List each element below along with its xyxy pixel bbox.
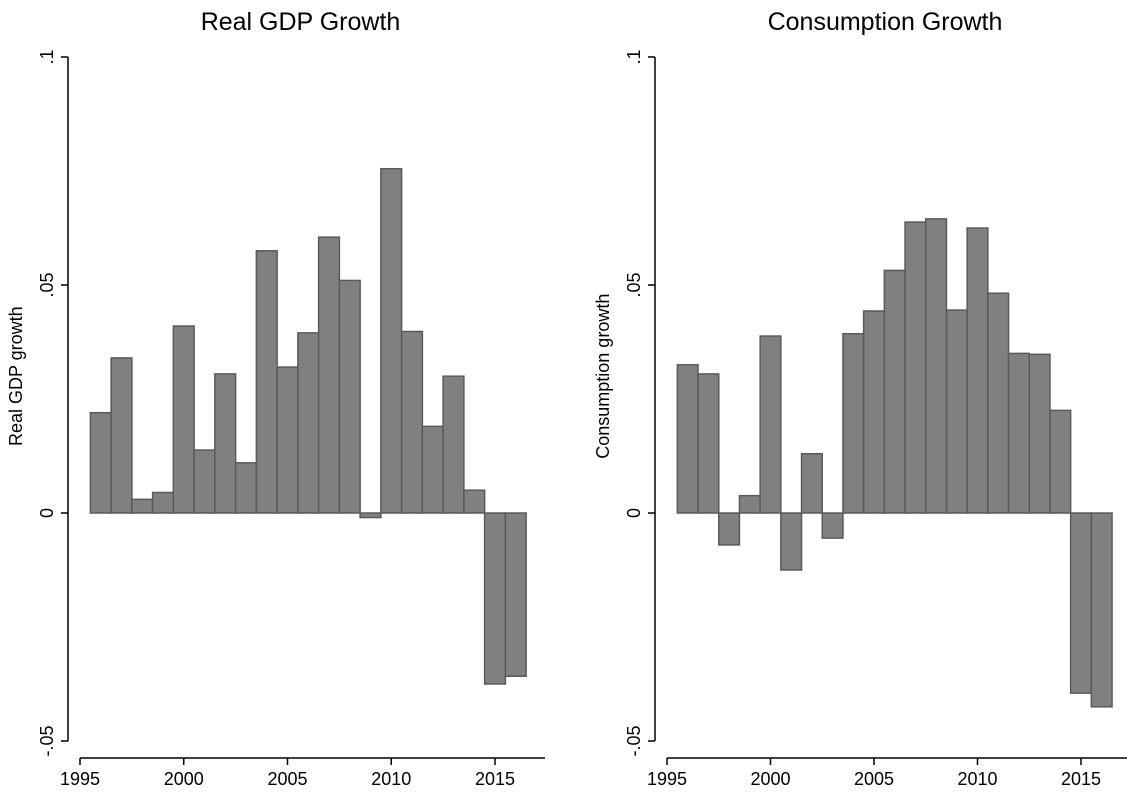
consumption-bar-2009	[945, 309, 968, 514]
gdp-y-tick-label: .05	[37, 272, 57, 297]
gdp-axes	[67, 57, 545, 759]
consumption-x-tick-label: 2010	[957, 769, 997, 789]
gdp-chart-title: Real GDP Growth	[201, 8, 401, 36]
gdp-x-tick-label: 2005	[267, 769, 307, 789]
gdp-bar-1996	[89, 411, 112, 514]
consumption-bar-1998	[718, 512, 741, 546]
consumption-y-tick-label: .1	[624, 49, 644, 64]
gdp-bar-2016	[504, 512, 527, 677]
gdp-y-tick-label: 0	[37, 508, 57, 518]
consumption-bar-2002	[800, 452, 823, 514]
consumption-x-tick-label: 2015	[1061, 769, 1101, 789]
gdp-bar-2011	[400, 330, 424, 514]
consumption-bar-2008	[925, 218, 948, 514]
gdp-y-ticks: -.05 0 .05 .1	[37, 49, 68, 757]
consumption-bar-2014	[1049, 409, 1072, 514]
gdp-bar-2005	[276, 366, 299, 514]
gdp-bar-2015	[483, 512, 507, 685]
consumption-bar-2003	[821, 512, 844, 539]
consumption-y-ticks: -.05 0 .05 .1	[624, 49, 655, 757]
gdp-bars	[89, 167, 527, 685]
gdp-bar-2008	[338, 279, 361, 514]
gdp-bar-2001	[193, 449, 216, 514]
gdp-bar-1998	[131, 498, 154, 514]
gdp-y-axis-label: Real GDP growth	[6, 306, 26, 446]
gdp-bar-2004	[255, 250, 278, 514]
consumption-bar-2016	[1090, 512, 1113, 708]
gdp-bar-2000	[172, 325, 195, 514]
gdp-growth-panel: Real GDP Growth Real GDP growth -.05 0 .05…	[6, 8, 545, 789]
gdp-y-tick-label: -.05	[37, 725, 57, 756]
consumption-x-tick-label: 2000	[750, 769, 790, 789]
gdp-bar-2013	[442, 375, 465, 514]
consumption-bar-2011	[987, 292, 1010, 514]
consumption-bar-1997	[697, 373, 720, 514]
consumption-bar-1996	[676, 364, 699, 514]
consumption-x-tick-label: 1995	[647, 769, 687, 789]
gdp-bar-1997	[110, 357, 133, 514]
consumption-x-ticks: 1995 2000 2005 2010 2015	[647, 758, 1101, 789]
gdp-bar-1999	[151, 491, 175, 514]
consumption-bar-2007	[904, 221, 927, 514]
gdp-bar-2014	[463, 489, 486, 514]
consumption-growth-panel: Consumption Growth Consumption growth -.…	[593, 8, 1127, 789]
consumption-y-tick-label: .05	[624, 272, 644, 297]
consumption-bar-2000	[759, 335, 782, 514]
consumption-axes	[654, 57, 1127, 759]
consumption-x-tick-label: 2005	[854, 769, 894, 789]
consumption-y-tick-label: -.05	[624, 725, 644, 756]
consumption-bar-1999	[738, 494, 761, 514]
consumption-bar-2001	[780, 512, 803, 571]
gdp-y-tick-label: .1	[37, 49, 57, 64]
consumption-bar-2006	[883, 269, 906, 514]
gdp-bar-2007	[317, 236, 341, 514]
gdp-bar-2003	[234, 462, 258, 514]
gdp-bar-2006	[297, 332, 320, 514]
gdp-x-tick-label: 2010	[371, 769, 411, 789]
gdp-x-ticks: 1995 2000 2005 2010 2015	[60, 758, 515, 789]
gdp-x-tick-label: 1995	[60, 769, 100, 789]
consumption-bar-2013	[1028, 353, 1051, 514]
gdp-bar-2009	[359, 512, 382, 519]
consumption-bar-2015	[1069, 512, 1093, 694]
consumption-y-tick-label: 0	[624, 508, 644, 518]
gdp-x-tick-label: 2000	[164, 769, 204, 789]
gdp-bar-2010	[380, 167, 403, 514]
gdp-x-tick-label: 2015	[475, 769, 515, 789]
consumption-bar-2004	[842, 333, 865, 514]
gdp-bar-2012	[421, 425, 444, 514]
consumption-chart-title: Consumption Growth	[768, 8, 1003, 36]
consumption-bar-2012	[1007, 352, 1030, 514]
consumption-bar-2005	[862, 310, 886, 514]
consumption-y-axis-label: Consumption growth	[593, 294, 613, 459]
consumption-bar-2010	[966, 227, 989, 514]
consumption-bars	[676, 218, 1113, 708]
gdp-bar-2002	[214, 373, 237, 514]
